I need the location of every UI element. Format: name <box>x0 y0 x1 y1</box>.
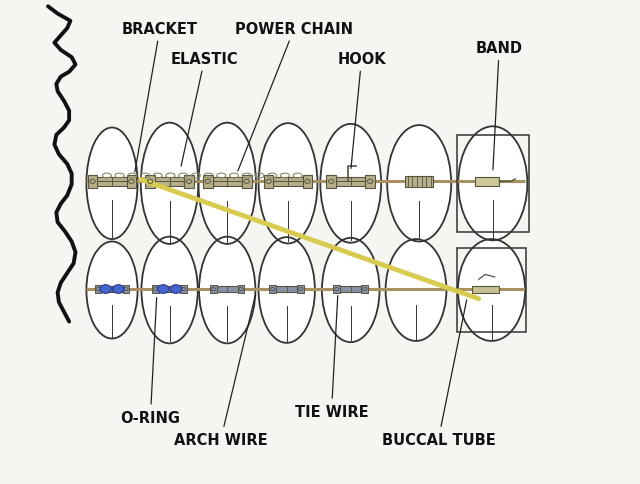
Bar <box>326 176 336 188</box>
Bar <box>97 178 127 186</box>
Text: BRACKET: BRACKET <box>122 22 198 172</box>
Ellipse shape <box>322 239 380 343</box>
Bar <box>152 285 159 294</box>
Text: ARCH WIRE: ARCH WIRE <box>174 296 268 447</box>
Ellipse shape <box>387 126 451 242</box>
Bar <box>457 136 529 232</box>
Bar <box>210 285 216 294</box>
Bar <box>457 249 526 332</box>
Bar <box>365 176 375 188</box>
Bar <box>276 287 297 292</box>
Ellipse shape <box>385 240 447 341</box>
Bar <box>336 178 365 186</box>
Bar <box>405 176 433 188</box>
Bar <box>340 287 362 292</box>
Bar <box>127 176 136 188</box>
Circle shape <box>100 285 111 294</box>
Circle shape <box>157 285 169 294</box>
Ellipse shape <box>199 237 255 344</box>
Bar <box>273 178 303 186</box>
Bar <box>101 287 123 292</box>
Ellipse shape <box>86 128 138 240</box>
Bar <box>303 176 312 188</box>
Text: TIE WIRE: TIE WIRE <box>294 296 369 419</box>
Text: POWER CHAIN: POWER CHAIN <box>236 22 353 172</box>
Bar <box>242 176 252 188</box>
Ellipse shape <box>141 123 198 244</box>
Bar <box>203 176 212 188</box>
Bar <box>472 286 499 294</box>
Bar <box>361 285 368 294</box>
Bar <box>159 287 180 292</box>
Bar <box>216 287 237 292</box>
Ellipse shape <box>141 237 198 344</box>
Bar <box>155 178 184 186</box>
Bar <box>212 178 242 186</box>
Text: O-RING: O-RING <box>120 298 180 424</box>
Ellipse shape <box>86 242 138 339</box>
Bar <box>269 285 276 294</box>
Bar <box>88 176 97 188</box>
Circle shape <box>113 285 124 294</box>
Bar <box>264 176 273 188</box>
Bar <box>184 176 194 188</box>
Text: ELASTIC: ELASTIC <box>171 52 239 166</box>
Circle shape <box>170 285 182 294</box>
Bar <box>238 285 244 294</box>
Ellipse shape <box>259 124 317 244</box>
Bar <box>298 285 304 294</box>
Ellipse shape <box>458 240 525 341</box>
Bar <box>333 285 340 294</box>
Bar <box>145 176 155 188</box>
Bar <box>123 285 129 294</box>
Bar <box>95 285 101 294</box>
Ellipse shape <box>198 123 256 244</box>
Bar <box>180 285 187 294</box>
Text: HOOK: HOOK <box>337 52 386 169</box>
Text: BUCCAL TUBE: BUCCAL TUBE <box>381 301 495 447</box>
Ellipse shape <box>458 127 527 241</box>
Ellipse shape <box>321 125 381 243</box>
Bar <box>475 178 499 187</box>
Ellipse shape <box>259 238 315 343</box>
Text: BAND: BAND <box>476 41 523 170</box>
